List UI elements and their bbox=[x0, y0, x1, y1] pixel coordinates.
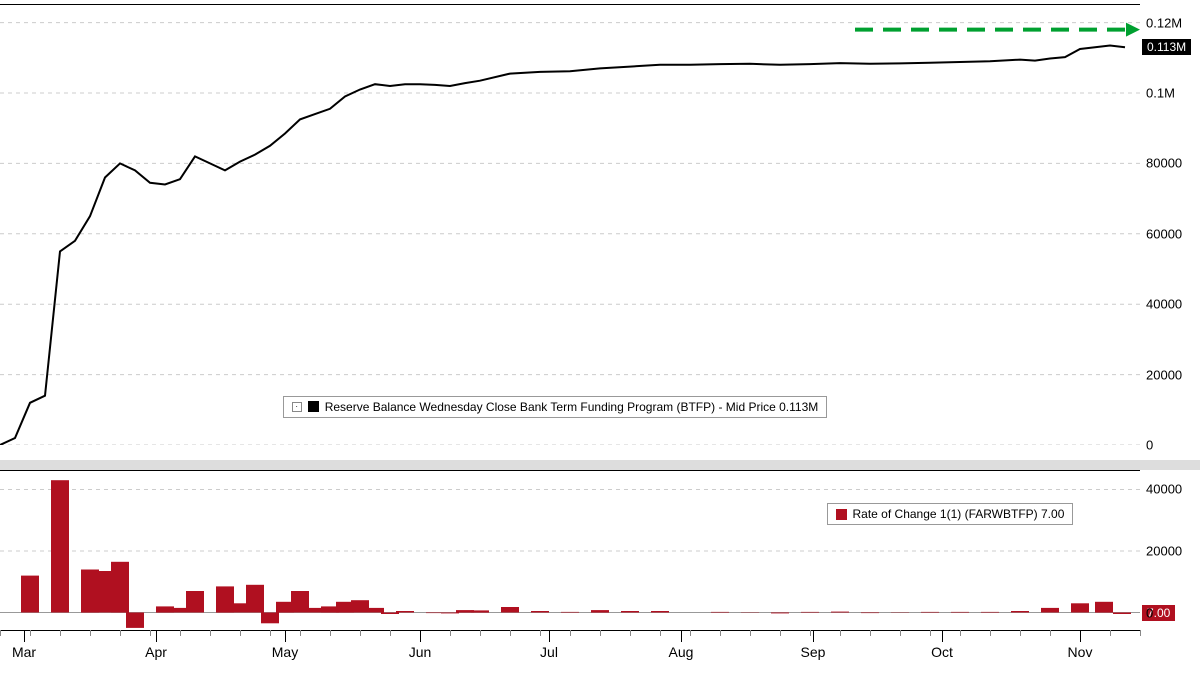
y-tick-label: 0 bbox=[1146, 438, 1153, 453]
x-minor-tick bbox=[540, 630, 541, 636]
x-major-tick bbox=[24, 630, 25, 642]
x-tick-label: Sep bbox=[801, 644, 826, 660]
y-tick-label: 0.12M bbox=[1146, 15, 1182, 30]
x-major-tick bbox=[813, 630, 814, 642]
y-tick-label: 0 bbox=[1146, 605, 1153, 620]
x-minor-tick bbox=[510, 630, 511, 636]
x-minor-tick bbox=[720, 630, 721, 636]
x-minor-tick bbox=[0, 630, 1, 636]
top-line-svg bbox=[0, 5, 1140, 445]
x-minor-tick bbox=[870, 630, 871, 636]
x-tick-label: Jun bbox=[409, 644, 432, 660]
x-minor-tick bbox=[810, 630, 811, 636]
legend-swatch bbox=[308, 401, 319, 412]
x-minor-tick bbox=[120, 630, 121, 636]
top-legend[interactable]: · Reserve Balance Wednesday Close Bank T… bbox=[283, 396, 828, 418]
y-tick-label: 80000 bbox=[1146, 156, 1182, 171]
legend-swatch bbox=[836, 509, 847, 520]
x-minor-tick bbox=[900, 630, 901, 636]
x-minor-tick bbox=[480, 630, 481, 636]
bottom-legend-text: Rate of Change 1(1) (FARWBTFP) 7.00 bbox=[853, 507, 1065, 521]
x-tick-label: Aug bbox=[669, 644, 694, 660]
x-minor-tick bbox=[1110, 630, 1111, 636]
x-minor-tick bbox=[570, 630, 571, 636]
bottom-legend[interactable]: Rate of Change 1(1) (FARWBTFP) 7.00 bbox=[827, 503, 1074, 525]
x-major-tick bbox=[681, 630, 682, 642]
x-minor-tick bbox=[930, 630, 931, 636]
x-minor-tick bbox=[180, 630, 181, 636]
x-minor-tick bbox=[360, 630, 361, 636]
x-minor-tick bbox=[690, 630, 691, 636]
y-tick-label: 40000 bbox=[1146, 297, 1182, 312]
x-minor-tick bbox=[1140, 630, 1141, 636]
x-tick-label: Nov bbox=[1068, 644, 1093, 660]
x-minor-tick bbox=[630, 630, 631, 636]
x-tick-label: Oct bbox=[931, 644, 953, 660]
x-minor-tick bbox=[750, 630, 751, 636]
y-tick-label: 20000 bbox=[1146, 544, 1182, 559]
bottom-bar-svg bbox=[0, 471, 1140, 631]
bottom-bar-panel: Rate of Change 1(1) (FARWBTFP) 7.00 7.00… bbox=[0, 470, 1140, 630]
x-minor-tick bbox=[330, 630, 331, 636]
legend-toggle-icon[interactable]: · bbox=[292, 402, 302, 412]
x-minor-tick bbox=[150, 630, 151, 636]
y-tick-label: 0.1M bbox=[1146, 86, 1175, 101]
top-line-panel: · Reserve Balance Wednesday Close Bank T… bbox=[0, 4, 1140, 444]
x-minor-tick bbox=[210, 630, 211, 636]
x-tick-label: Mar bbox=[12, 644, 36, 660]
x-tick-label: Apr bbox=[145, 644, 167, 660]
x-major-tick bbox=[942, 630, 943, 642]
top-legend-text: Reserve Balance Wednesday Close Bank Ter… bbox=[325, 400, 819, 414]
x-tick-label: May bbox=[272, 644, 298, 660]
x-axis: Mar Apr May Jun Jul Aug Sep Oct Nov bbox=[0, 630, 1140, 670]
x-minor-tick bbox=[1050, 630, 1051, 636]
x-minor-tick bbox=[390, 630, 391, 636]
x-minor-tick bbox=[600, 630, 601, 636]
y-tick-label: 20000 bbox=[1146, 367, 1182, 382]
x-major-tick bbox=[549, 630, 550, 642]
x-minor-tick bbox=[840, 630, 841, 636]
x-major-tick bbox=[1080, 630, 1081, 642]
x-major-tick bbox=[420, 630, 421, 642]
x-tick-label: Jul bbox=[540, 644, 558, 660]
y-tick-label: 60000 bbox=[1146, 226, 1182, 241]
x-major-tick bbox=[285, 630, 286, 642]
x-minor-tick bbox=[270, 630, 271, 636]
x-minor-tick bbox=[60, 630, 61, 636]
x-minor-tick bbox=[780, 630, 781, 636]
x-minor-tick bbox=[240, 630, 241, 636]
panel-divider bbox=[0, 460, 1200, 470]
x-minor-tick bbox=[30, 630, 31, 636]
x-minor-tick bbox=[1020, 630, 1021, 636]
x-minor-tick bbox=[960, 630, 961, 636]
y-tick-label: 40000 bbox=[1146, 482, 1182, 497]
x-major-tick bbox=[156, 630, 157, 642]
x-minor-tick bbox=[450, 630, 451, 636]
chart-container: · Reserve Balance Wednesday Close Bank T… bbox=[0, 0, 1200, 675]
x-minor-tick bbox=[90, 630, 91, 636]
x-minor-tick bbox=[990, 630, 991, 636]
top-value-flag: 0.113M bbox=[1142, 39, 1191, 55]
x-minor-tick bbox=[660, 630, 661, 636]
x-minor-tick bbox=[300, 630, 301, 636]
